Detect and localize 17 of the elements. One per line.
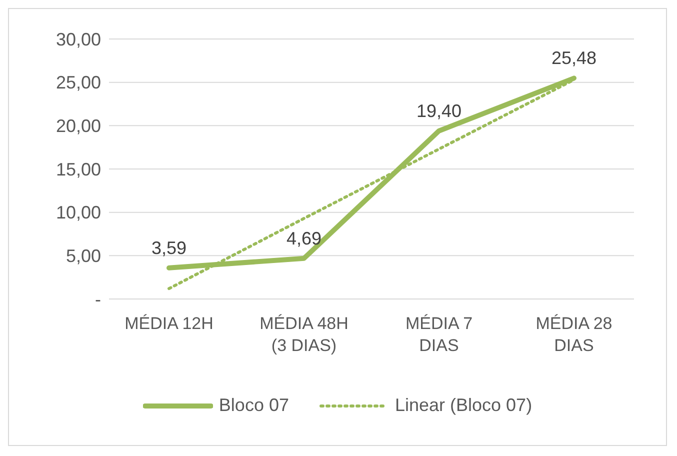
x-tick-label: MÉDIA 28 DIAS xyxy=(536,314,612,355)
y-tick-label: 15,00 xyxy=(56,159,101,180)
legend-label: Bloco 07 xyxy=(218,395,289,416)
y-tick-label: 30,00 xyxy=(56,29,101,50)
x-tick-label: MÉDIA 7 DIAS xyxy=(405,314,473,355)
data-label: 19,40 xyxy=(416,100,462,121)
y-tick-label: 20,00 xyxy=(56,116,101,136)
y-tick-label: 25,00 xyxy=(56,72,101,93)
y-tick-label: 5,00 xyxy=(66,246,101,266)
y-tick-label: - xyxy=(95,289,101,310)
data-label: 4,69 xyxy=(286,228,322,248)
y-tick-label: 10,00 xyxy=(56,202,101,223)
x-tick-label: MÉDIA 12H xyxy=(124,314,214,333)
data-label: 3,59 xyxy=(151,238,187,258)
legend-label: Linear (Bloco 07) xyxy=(394,395,532,416)
x-tick-label: MÉDIA 48H (3 DIAS) xyxy=(260,314,348,355)
data-label: 25,48 xyxy=(551,48,597,68)
